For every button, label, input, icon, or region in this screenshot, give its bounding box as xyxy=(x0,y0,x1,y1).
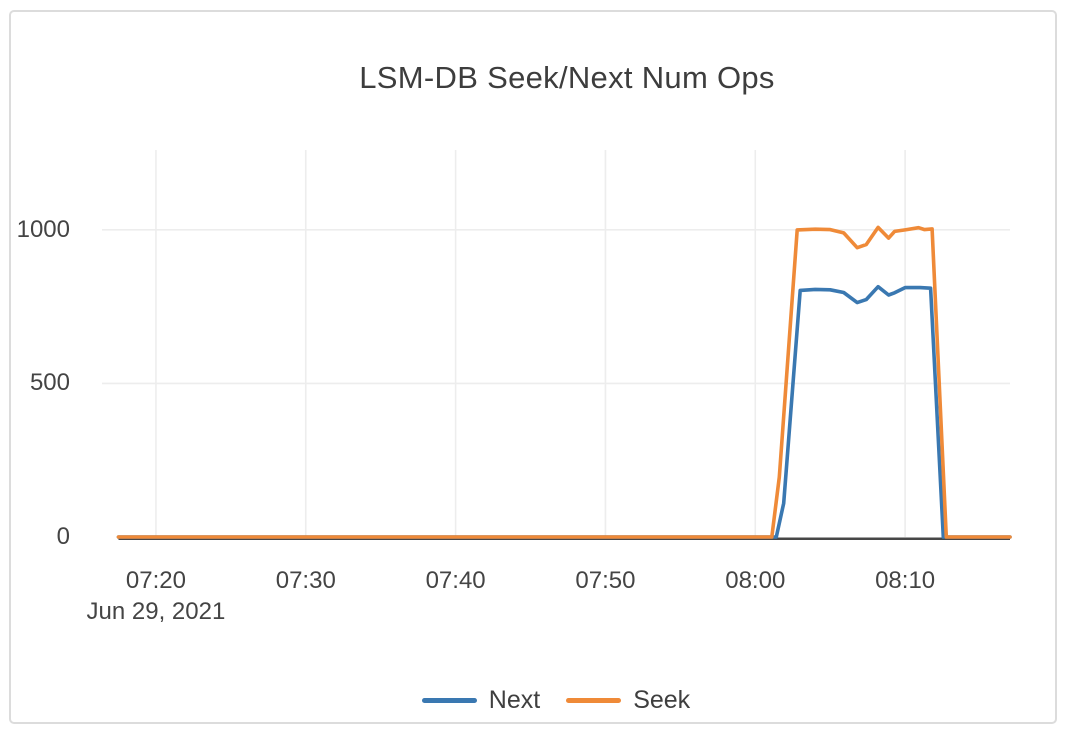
horizontal-gridlines xyxy=(102,229,1010,385)
legend-label: Next xyxy=(488,686,541,714)
x-tick-label: 07:50 xyxy=(575,567,636,594)
legend-item-seek[interactable]: Seek xyxy=(566,686,690,715)
y-tick-label: 500 xyxy=(29,369,70,397)
legend-item-next[interactable]: Next xyxy=(421,686,541,715)
x-tick-label: 08:00 xyxy=(725,567,786,594)
x-tick-label: 07:40 xyxy=(425,567,486,594)
legend-label: Seek xyxy=(633,686,691,714)
chart-title: LSM-DB Seek/Next Num Ops xyxy=(359,60,775,95)
y-tick-label: 1000 xyxy=(16,215,70,243)
legend: Next Seek xyxy=(102,686,1010,715)
y-tick-label: 0 xyxy=(56,523,70,550)
vertical-gridlines xyxy=(155,150,906,537)
x-axis-date-label: Jun 29, 2021 xyxy=(86,598,226,625)
x-tick-label: 07:20 xyxy=(125,567,186,594)
series-line-seek xyxy=(116,225,1012,539)
x-tick-label: 07:30 xyxy=(275,567,336,594)
x-tick-label: 08:10 xyxy=(875,567,936,594)
legend-line-swatch xyxy=(566,698,622,703)
legend-line-swatch xyxy=(421,698,477,703)
chart-card: LSM-DB Seek/Next Num Ops xyxy=(9,10,1057,724)
series-line-next xyxy=(116,284,1012,539)
